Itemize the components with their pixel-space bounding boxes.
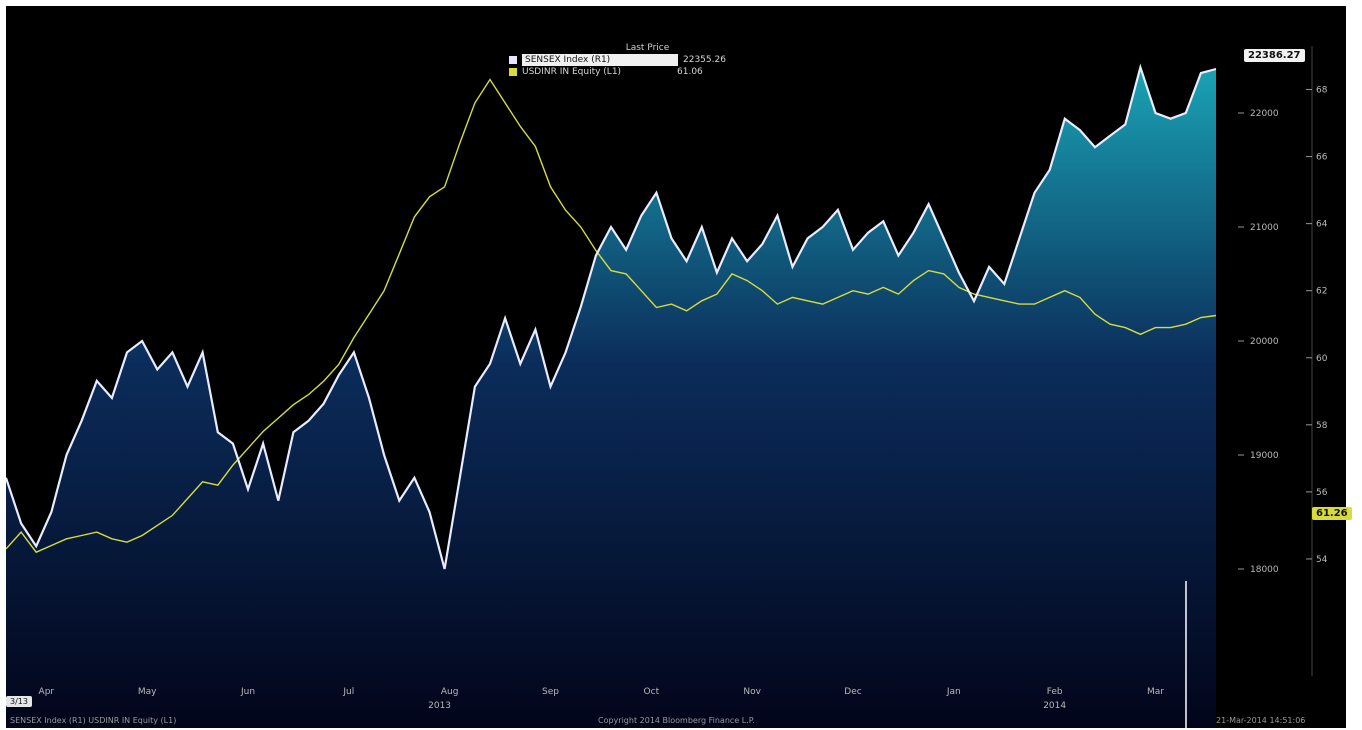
x-tick-label: Jan xyxy=(946,687,961,697)
legend-item-usdinr[interactable]: USDINR IN Equity (L1) 61.06 xyxy=(509,66,726,78)
x-tick-label: Oct xyxy=(644,687,660,697)
x-tick-label: Jun xyxy=(240,687,255,697)
chart-frame: 18000 19000 20000 21000 22000 54 56 58 60 62 64 66 6… xyxy=(6,6,1352,728)
footer-left: SENSEX Index (R1) USDINR IN Equity (L1) xyxy=(10,716,177,725)
x-year-label: 2013 xyxy=(428,701,451,711)
x-tick-label: Jul xyxy=(342,687,354,697)
x-year-label: 2014 xyxy=(1043,701,1066,711)
x-tick-label: Sep xyxy=(542,687,559,697)
usdinr-tick-label: 54 xyxy=(1316,555,1328,565)
range-start-tag[interactable]: 3/13 xyxy=(6,696,32,707)
usdinr-tick-label: 56 xyxy=(1316,488,1328,498)
sensex-series-line xyxy=(6,63,1217,570)
right-tick-label: 20000 xyxy=(1250,337,1279,347)
right-tick-label: 19000 xyxy=(1250,451,1279,461)
chart-legend: Last Price SENSEX Index (R1) 22355.26 US… xyxy=(509,42,726,78)
footer-right: 21-Mar-2014 14:51:06 xyxy=(1216,716,1306,725)
usdinr-series-line xyxy=(6,78,1217,554)
legend-label-sensex: SENSEX Index (R1) xyxy=(522,54,678,66)
usdinr-tick-label: 66 xyxy=(1316,153,1328,163)
x-tick-label: Dec xyxy=(844,687,861,697)
legend-item-sensex[interactable]: SENSEX Index (R1) 22355.26 xyxy=(509,54,726,66)
legend-label-usdinr: USDINR IN Equity (L1) xyxy=(522,67,622,77)
legend-swatch-sensex xyxy=(509,56,517,64)
x-tick-label: May xyxy=(138,687,157,697)
legend-swatch-usdinr xyxy=(509,68,517,76)
usdinr-tick-label: 58 xyxy=(1316,421,1328,431)
right-tick-label: 21000 xyxy=(1250,223,1279,233)
right-tick-label: 22000 xyxy=(1250,109,1279,119)
x-tick-label: Apr xyxy=(39,687,55,697)
x-tick-label: Feb xyxy=(1047,687,1063,697)
x-tick-label: Aug xyxy=(441,687,459,697)
usdinr-tick-label: 68 xyxy=(1316,86,1328,96)
x-tick-label: Mar xyxy=(1147,687,1164,697)
footer-center: Copyright 2014 Bloomberg Finance L.P. xyxy=(598,716,755,725)
sensex-last-price-tag: 22386.27 xyxy=(1244,49,1305,62)
usdinr-tick-label: 64 xyxy=(1316,220,1328,230)
legend-header: Last Price xyxy=(625,43,670,53)
sensex-area-fill xyxy=(6,67,1216,728)
legend-value-usdinr: 61.06 xyxy=(677,67,703,77)
usdinr-tick-label: 62 xyxy=(1316,287,1327,297)
x-tick-label: Nov xyxy=(743,687,761,697)
right-tick-label: 18000 xyxy=(1250,565,1279,575)
legend-value-sensex: 22355.26 xyxy=(683,55,726,65)
usdinr-last-price-tag: 61.26 xyxy=(1312,507,1352,520)
usdinr-tick-label: 60 xyxy=(1316,354,1328,364)
chart-canvas: 18000 19000 20000 21000 22000 54 56 58 60 62 64 66 6… xyxy=(6,46,1328,728)
